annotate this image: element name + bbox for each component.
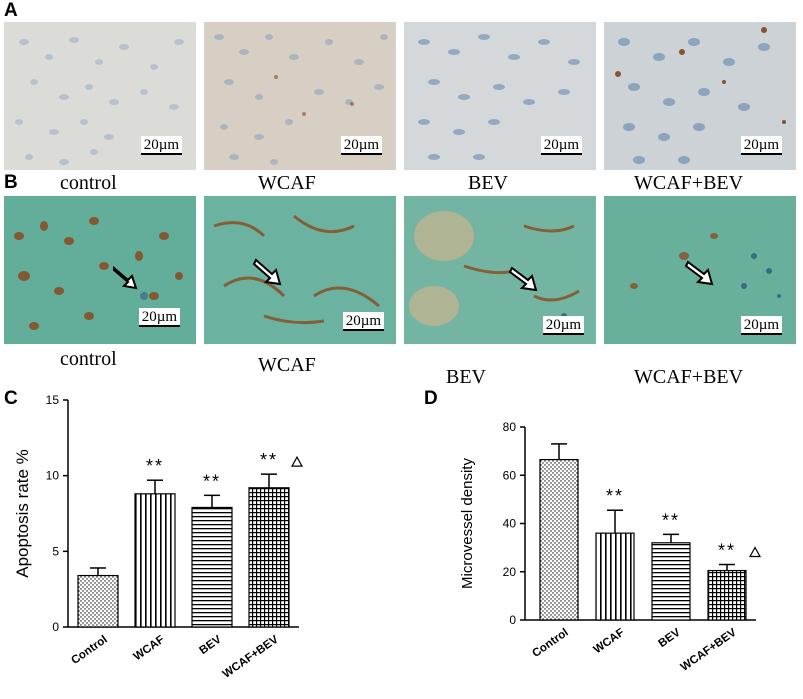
category-label: BEV	[197, 633, 224, 657]
caption-b-wcaf: WCAF	[258, 354, 316, 376]
panel-label-c: C	[4, 388, 18, 409]
scale-bar-label: 20µm	[138, 308, 180, 327]
y-axis-label: Apoptosis rate %	[13, 449, 32, 578]
micrograph-b-wcaf-bev: 20µm	[604, 196, 796, 344]
scale-bar-label: 20µm	[140, 136, 182, 155]
bar	[191, 506, 233, 628]
significance-label: **	[203, 471, 221, 491]
caption-a-control: control	[60, 172, 117, 194]
y-tick-label: 20	[503, 565, 517, 579]
micrograph-a-bev: 20µm	[404, 22, 596, 170]
bar	[134, 493, 176, 628]
bar	[595, 532, 635, 621]
category-label: WCAF	[132, 634, 167, 664]
scale-bar-label: 20µm	[342, 312, 384, 331]
bar	[539, 458, 579, 621]
category-label: Control	[69, 634, 109, 667]
y-tick-label: 60	[503, 468, 517, 482]
panel-label-d: D	[424, 388, 438, 409]
caption-b-control: control	[60, 348, 117, 370]
micrograph-b-wcaf: 20µm	[204, 196, 396, 344]
category-label: Control	[530, 627, 570, 660]
significance-label: **	[718, 541, 736, 561]
category-label: WCAF	[592, 627, 627, 657]
micrograph-a-wcaf: 20µm	[204, 22, 396, 170]
category-label: WCAF+BEV	[679, 626, 739, 673]
category-label: WCAF+BEV	[221, 633, 281, 680]
caption-a-wcaf: WCAF	[258, 172, 316, 194]
panel-label-b: B	[4, 172, 18, 193]
bar	[77, 574, 119, 628]
caption-a-wcaf-bev: WCAF+BEV	[634, 172, 744, 194]
y-tick-label: 5	[52, 544, 59, 558]
scale-bar-label: 20µm	[340, 136, 382, 155]
significance-label: **	[146, 456, 164, 476]
bar	[651, 542, 691, 621]
micrograph-b-control: 20µm	[4, 196, 196, 344]
category-label: BEV	[656, 626, 683, 650]
significance-label: **	[260, 450, 278, 470]
scale-bar-label: 20µm	[740, 136, 782, 155]
y-tick-label: 0	[509, 613, 516, 627]
micrograph-b-bev: 20µm	[404, 196, 596, 344]
caption-b-wcaf-bev: WCAF+BEV	[634, 366, 744, 388]
microvessel-density-chart: 0 20 40 60 80 Microvessel density Control ** WCA…	[459, 420, 762, 674]
scale-bar-label: 20µm	[542, 316, 584, 335]
y-tick-label: 0	[52, 620, 59, 634]
bar	[707, 569, 747, 621]
y-axis-label: Microvessel density	[459, 458, 476, 589]
micrograph-a-control: 20µm	[4, 22, 196, 170]
y-tick-label: 40	[503, 517, 517, 531]
significance-label: **	[606, 486, 624, 506]
significance-label: **	[662, 510, 680, 530]
caption-a-bev: BEV	[468, 172, 508, 194]
micrograph-a-wcaf-bev: 20µm	[604, 22, 796, 170]
scale-bar-label: 20µm	[740, 316, 782, 335]
bar	[248, 487, 290, 628]
scale-bar-label: 20µm	[540, 136, 582, 155]
apoptosis-rate-chart: 0 5 10 15 Apoptosis rate % Control ** WCAF ** BEV…	[13, 393, 304, 681]
y-tick-label: 15	[46, 393, 60, 407]
triangle-marker	[748, 546, 762, 558]
triangle-marker	[290, 455, 304, 467]
panel-label-a: A	[4, 0, 18, 21]
y-tick-label: 80	[503, 420, 517, 434]
caption-b-bev: BEV	[446, 366, 486, 388]
y-tick-label: 10	[46, 469, 60, 483]
